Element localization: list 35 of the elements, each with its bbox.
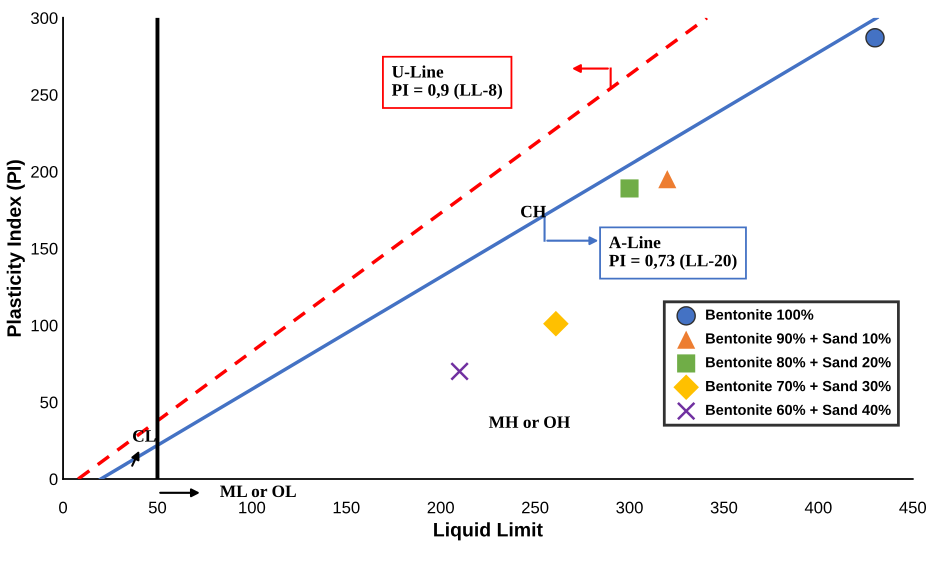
x-tick-label: 150 — [334, 502, 360, 514]
x-tick-label: 450 — [899, 502, 926, 514]
y-tick-label: 300 — [31, 12, 58, 24]
y-tick-label: 200 — [31, 166, 58, 178]
legend-label: Bentonite 90% + Sand 10% — [706, 332, 891, 344]
y-axis-title: Plasticity Index (PI) — [6, 160, 25, 336]
legend-label: Bentonite 70% + Sand 30% — [706, 380, 891, 392]
annotation: U-Line PI = 0,9 (LL-8) — [392, 65, 502, 100]
x-tick-label: 400 — [804, 502, 832, 514]
x-tick-label: 50 — [148, 502, 166, 514]
y-tick-label: 150 — [32, 242, 58, 255]
x-axis-title: Liquid Limit — [434, 522, 543, 540]
x-tick-label: 200 — [428, 502, 454, 514]
point — [865, 28, 885, 48]
y-tick-label: 100 — [32, 320, 58, 332]
legend-label: Bentonite 100% — [706, 309, 814, 320]
point — [620, 179, 639, 198]
legend-label: Bentonite 80% + Sand 20% — [706, 356, 891, 368]
x-tick-label: 100 — [239, 502, 266, 514]
annotation: CL — [133, 430, 156, 442]
legend-label: Bentonite 60% + Sand 40% — [706, 404, 891, 416]
point — [450, 362, 470, 381]
point — [658, 170, 676, 188]
x-tick-label: 0 — [59, 502, 68, 514]
annotation: A-Line PI = 0,73 (LL-20) — [608, 236, 737, 270]
x-tick-label: 250 — [522, 502, 548, 514]
y-tick-label: 250 — [31, 89, 58, 101]
y-tick-label: 50 — [40, 396, 58, 408]
y-tick-label: 0 — [50, 473, 58, 486]
x-tick-label: 350 — [710, 502, 738, 514]
point — [543, 310, 569, 337]
x-tick-label: 300 — [616, 502, 643, 514]
text: ML or OL — [220, 485, 296, 498]
annotation: MH or OH — [488, 416, 570, 428]
annotation: CH — [521, 206, 546, 218]
